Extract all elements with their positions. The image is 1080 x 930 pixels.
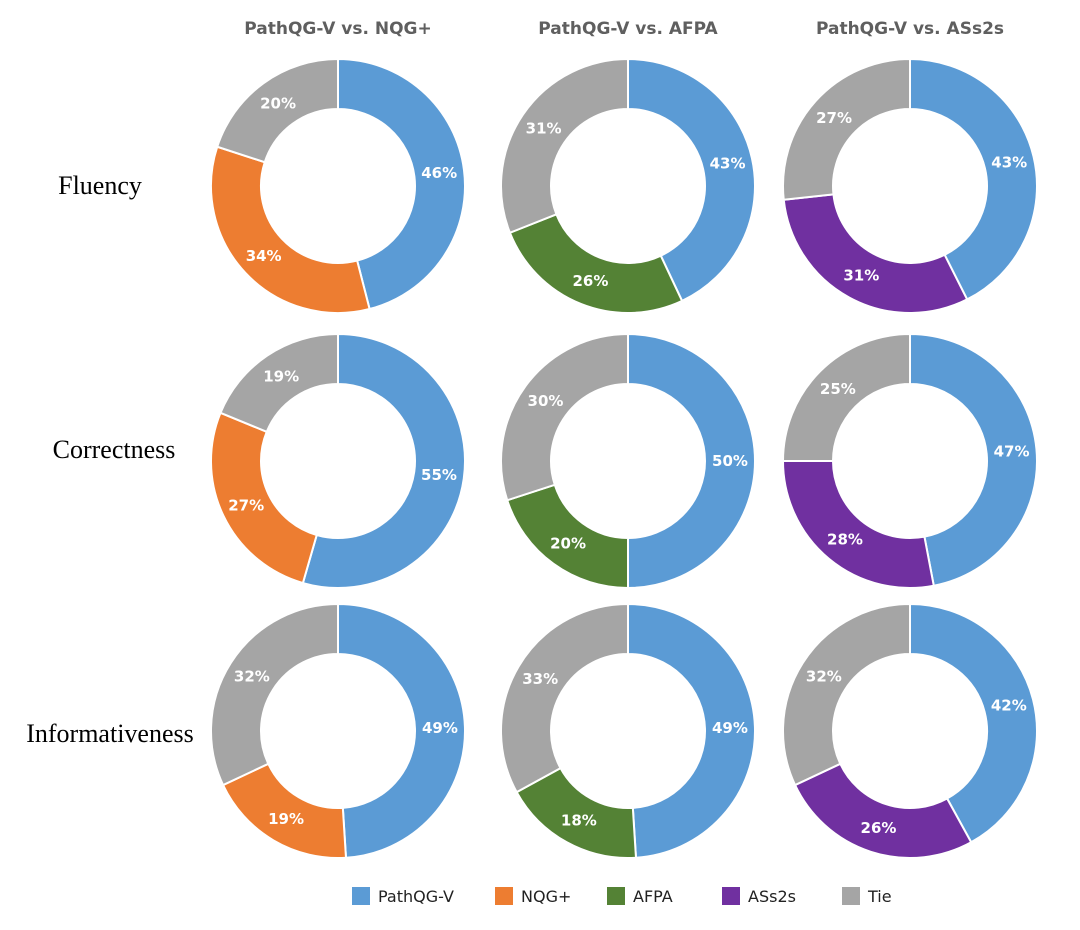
slice-nqg <box>210 145 371 314</box>
slice-pathqg-v <box>337 602 466 859</box>
legend-label-pathqg-v: PathQG-V <box>378 887 454 906</box>
legend-item-pathqg-v: PathQG-V <box>352 887 454 906</box>
donut-fluency-pathqg-v-vs-afpa: 43% 26% 31% <box>500 57 756 314</box>
donut-charts: 46% 34% 20% 43% 26% 31% 43% 31% 27% 55% 27% 19% 50% 2… <box>210 57 1038 859</box>
slice-tie <box>781 332 911 462</box>
slice-label-nqg: 27% <box>228 496 264 514</box>
slice-label-ass2s: 26% <box>861 819 897 837</box>
slice-label-ass2s: 31% <box>843 267 879 285</box>
slice-label-nqg: 34% <box>246 247 282 265</box>
slice-label-pathqg-v: 46% <box>421 164 457 182</box>
slice-tie <box>782 602 911 787</box>
slice-label-pathqg-v: 55% <box>421 466 457 484</box>
donut-correctness-pathqg-v-vs-ass2s: 47% 28% 25% <box>781 332 1038 589</box>
donut-informativeness-pathqg-v-vs-nqg: 49% 19% 32% <box>210 602 466 859</box>
slice-ass2s <box>782 193 969 314</box>
slice-pathqg-v <box>627 602 756 859</box>
slice-label-pathqg-v: 49% <box>422 719 458 737</box>
slice-ass2s <box>793 762 973 859</box>
donut-fluency-pathqg-v-vs-nqg: 46% 34% 20% <box>210 57 466 314</box>
donut-fluency-pathqg-v-vs-ass2s: 43% 31% 27% <box>782 57 1038 314</box>
column-title-ass2s: PathQG-V vs. ASs2s <box>816 19 1004 39</box>
slice-label-pathqg-v: 47% <box>994 442 1030 460</box>
legend-item-afpa: AFPA <box>607 887 673 906</box>
slice-label-afpa: 26% <box>572 272 608 290</box>
slice-label-tie: 30% <box>528 392 564 410</box>
slice-label-ass2s: 28% <box>827 531 863 549</box>
slice-label-pathqg-v: 49% <box>712 719 748 737</box>
slice-label-tie: 32% <box>806 667 842 685</box>
legend-label-afpa: AFPA <box>633 887 673 906</box>
slice-label-nqg: 19% <box>268 810 304 828</box>
legend-swatch-tie <box>842 887 860 905</box>
slice-label-afpa: 18% <box>561 811 597 829</box>
legend-item-ass2s: ASs2s <box>722 887 796 906</box>
slice-pathqg-v <box>301 332 466 589</box>
legend-swatch-ass2s <box>722 887 740 905</box>
slice-tie <box>500 602 629 794</box>
legend-swatch-pathqg-v <box>352 887 370 905</box>
slice-label-tie: 33% <box>522 670 558 688</box>
slice-label-tie: 20% <box>260 94 296 112</box>
legend-label-tie: Tie <box>867 887 892 906</box>
slice-nqg <box>210 411 318 585</box>
slice-label-afpa: 20% <box>550 535 586 553</box>
legend-swatch-nqg <box>495 887 513 905</box>
slice-pathqg-v <box>627 57 756 303</box>
slice-pathqg-v <box>909 602 1038 844</box>
slice-pathqg-v <box>909 57 1038 301</box>
column-titles: PathQG-V vs. NQG+ PathQG-V vs. AFPA Path… <box>244 19 1004 39</box>
slice-label-pathqg-v: 42% <box>991 697 1027 715</box>
slice-tie <box>210 602 339 787</box>
slice-label-tie: 32% <box>234 667 270 685</box>
row-label-informativeness: Informativeness <box>26 719 194 748</box>
slice-tie <box>219 332 339 434</box>
slice-tie <box>782 57 911 201</box>
legend-label-nqg: NQG+ <box>521 887 571 906</box>
slice-label-pathqg-v: 50% <box>712 452 748 470</box>
slice-pathqg-v <box>909 332 1038 587</box>
donut-informativeness-pathqg-v-vs-afpa: 49% 18% 33% <box>500 602 756 859</box>
slice-label-tie: 19% <box>263 367 299 385</box>
row-label-fluency: Fluency <box>58 171 142 200</box>
donut-informativeness-pathqg-v-vs-ass2s: 42% 26% 32% <box>782 602 1038 859</box>
slice-label-tie: 27% <box>816 109 852 127</box>
slice-label-tie: 25% <box>820 380 856 398</box>
slice-ass2s <box>781 460 935 589</box>
column-title-nqg: PathQG-V vs. NQG+ <box>244 19 431 39</box>
row-label-correctness: Correctness <box>53 435 176 464</box>
legend-item-nqg: NQG+ <box>495 887 571 906</box>
donut-correctness-pathqg-v-vs-nqg: 55% 27% 19% <box>210 332 466 589</box>
slice-afpa <box>508 213 684 314</box>
legend-swatch-afpa <box>607 887 625 905</box>
slice-pathqg-v <box>627 332 756 590</box>
slice-label-tie: 31% <box>526 120 562 138</box>
slice-tie <box>500 332 629 502</box>
slice-tie <box>500 57 629 235</box>
row-labels: Fluency Correctness Informativeness <box>26 171 194 748</box>
slice-tie <box>215 57 339 164</box>
donut-correctness-pathqg-v-vs-afpa: 50% 20% 30% <box>500 332 756 590</box>
legend-item-tie: Tie <box>842 887 892 906</box>
legend-label-ass2s: ASs2s <box>748 887 796 906</box>
column-title-afpa: PathQG-V vs. AFPA <box>538 19 718 39</box>
legend: PathQG-V NQG+ AFPA ASs2s Tie <box>352 887 892 906</box>
slice-label-pathqg-v: 43% <box>991 153 1027 171</box>
slice-pathqg-v <box>337 57 466 311</box>
slice-label-pathqg-v: 43% <box>710 155 746 173</box>
